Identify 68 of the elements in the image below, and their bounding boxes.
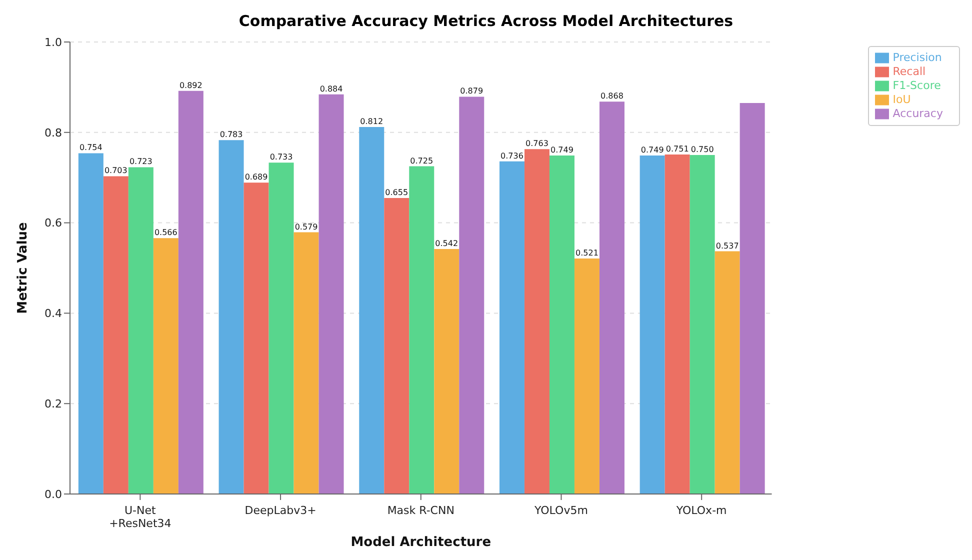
y-tick-label: 0.2 [44,398,62,411]
data-label: 0.566 [154,228,178,238]
y-tick-label: 0.8 [44,126,62,140]
data-label: 0.579 [294,222,318,232]
data-label: 0.879 [460,86,484,96]
bar [318,94,344,494]
data-label: 0.868 [600,92,624,101]
bar [153,238,178,494]
legend-label: F1-Score [892,79,941,92]
data-label: 0.703 [104,166,128,176]
data-label: 0.725 [410,156,434,166]
bar [409,166,434,494]
data-label: 0.884 [320,84,343,94]
data-label: 0.892 [179,80,202,90]
data-label: 0.542 [435,239,458,248]
bar [78,153,104,494]
bar [740,103,765,494]
bar [103,176,128,494]
data-label: 0.733 [270,152,293,162]
data-label: 0.749 [550,145,574,154]
bar [384,198,410,494]
bar [294,232,319,494]
bar [664,154,690,494]
y-tick-label: 0.0 [44,488,62,501]
bar [359,126,384,494]
data-label: 0.655 [385,188,408,197]
data-label: 0.763 [526,139,548,148]
bar [499,161,524,494]
bar [549,155,574,494]
data-label: 0.689 [244,172,268,182]
data-label: 0.736 [500,151,524,160]
x-tick-label: YOLOv5m [534,504,588,517]
y-tick-label: 0.4 [44,307,62,320]
bar [268,162,294,494]
bar [574,258,600,494]
legend-label: Precision [892,51,942,64]
data-label: 0.812 [360,116,384,126]
bar [218,140,244,494]
y-tick-label: 0.6 [44,216,62,230]
bar [459,96,484,494]
data-label: 0.754 [79,143,102,152]
x-tick-label: Mask R-CNN [387,504,454,517]
chart-title: Comparative Accuracy Metrics Across Model Architectures [238,11,734,32]
data-label: 0.783 [220,130,243,140]
y-tick-label: 1.0 [44,36,62,49]
legend-label: IoU [892,93,911,106]
x-tick-label: DeepLabv3+ [244,504,316,517]
x-tick-label: YOLOx-m [675,504,727,517]
data-label: 0.723 [129,157,152,166]
data-label: 0.750 [690,145,714,154]
data-label: 0.751 [666,144,689,154]
y-axis-title: Metric Value [16,222,31,314]
data-label: 0.521 [576,248,598,258]
bar [714,251,740,494]
bar [599,102,624,494]
x-tick-label: U-Net +ResNet34 [109,504,172,530]
bar [434,249,460,494]
bar [128,167,154,494]
bar [690,155,715,494]
legend-label: Accuracy [892,107,943,120]
bar [244,182,269,494]
bar [524,149,550,494]
data-label: 0.749 [640,145,664,154]
bar [178,90,204,494]
bar [640,155,665,494]
legend-label: Recall [892,65,926,78]
x-axis-title: Model Architecture [350,535,492,550]
data-label: 0.537 [716,241,739,250]
